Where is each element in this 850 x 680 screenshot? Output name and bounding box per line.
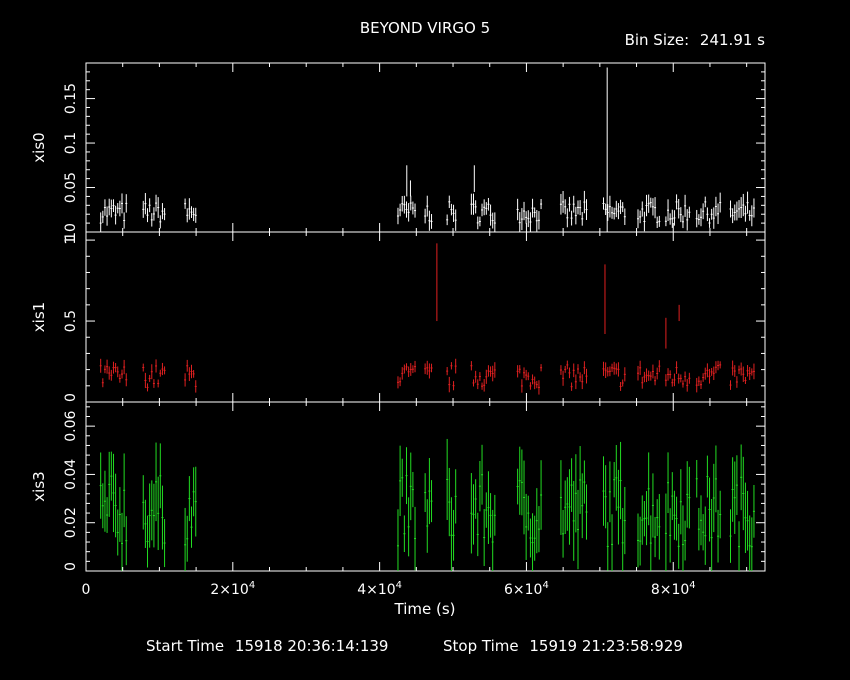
series-xis3 <box>99 438 755 571</box>
y-tick-label-xis0: 0.05 <box>63 172 79 203</box>
panel-frame-xis0 <box>85 62 766 233</box>
y-tick-label-xis0: 0.1 <box>63 132 79 154</box>
y-tick-label-xis3: 0.04 <box>63 459 79 490</box>
series-xis1 <box>99 243 755 395</box>
panel-xis0: 0.05 0.1 0.15 0 xis0 <box>30 62 766 233</box>
y-tick-label-xis0: 0.15 <box>63 83 79 114</box>
x-tick-label: 4×104 <box>357 580 402 598</box>
y-tick-label-xis1: 1 <box>63 236 79 245</box>
x-axis: 0 2×104 4×104 6×104 8×104 <box>82 63 748 598</box>
x-tick-exponent: 4 <box>249 580 255 591</box>
panel-xis1: 0.5 1 0 1 xis1 <box>30 231 766 403</box>
stop-time-value: 15919 21:23:58:929 <box>529 637 683 655</box>
y-tick-label-xis1: 0 <box>63 393 79 402</box>
start-time-label: Start Time <box>146 637 224 655</box>
start-time-value: 15918 20:36:14:139 <box>235 637 389 655</box>
y-tick-label-xis3: 0 <box>63 562 79 571</box>
y-tick-label-xis1: 0.5 <box>63 310 79 332</box>
bin-size-label: Bin Size: <box>625 31 690 49</box>
x-tick-label: 2×104 <box>210 580 255 598</box>
series-xis0 <box>99 67 755 232</box>
panel-frame-xis3 <box>85 401 766 572</box>
x-tick-label: 6×104 <box>504 580 549 598</box>
x-tick-mantissa: 0 <box>82 582 91 598</box>
x-tick-mantissa: 8×10 <box>651 582 689 598</box>
stop-time: Stop Time 15919 21:23:58:929 <box>443 637 683 655</box>
start-time: Start Time 15918 20:36:14:139 <box>146 637 388 655</box>
stop-time-label: Stop Time <box>443 637 519 655</box>
x-tick-label: 0 <box>82 582 91 598</box>
x-tick-exponent: 4 <box>396 580 402 591</box>
y-tick-label-xis3: 0.06 <box>63 410 79 441</box>
chart-title: BEYOND VIRGO 5 <box>360 19 490 37</box>
x-tick-label: 8×104 <box>651 580 696 598</box>
y-tick-label-xis1: 1 <box>63 232 79 241</box>
x-tick-mantissa: 2×10 <box>210 582 248 598</box>
panel-label-xis0: xis0 <box>30 132 48 162</box>
x-tick-exponent: 4 <box>689 580 695 591</box>
bin-size-readout: Bin Size: 241.91 s <box>625 31 766 49</box>
x-axis-label: Time (s) <box>394 600 456 618</box>
panels: 0.050.10.150xis00.5101xis10.020.040.060x… <box>30 62 766 572</box>
panel-label-xis1: xis1 <box>30 302 48 332</box>
x-tick-mantissa: 4×10 <box>357 582 395 598</box>
panel-frame-xis1 <box>85 231 766 403</box>
x-tick-mantissa: 6×10 <box>504 582 542 598</box>
bin-size-value: 241.91 s <box>700 31 765 49</box>
panel-label-xis3: xis3 <box>30 471 48 501</box>
y-tick-label-xis3: 0.02 <box>63 507 79 538</box>
panel-xis3: 0.02 0.04 0.06 0 xis3 <box>30 401 766 572</box>
y-tick-label-xis0: 0 <box>63 223 79 232</box>
x-tick-exponent: 4 <box>542 580 548 591</box>
